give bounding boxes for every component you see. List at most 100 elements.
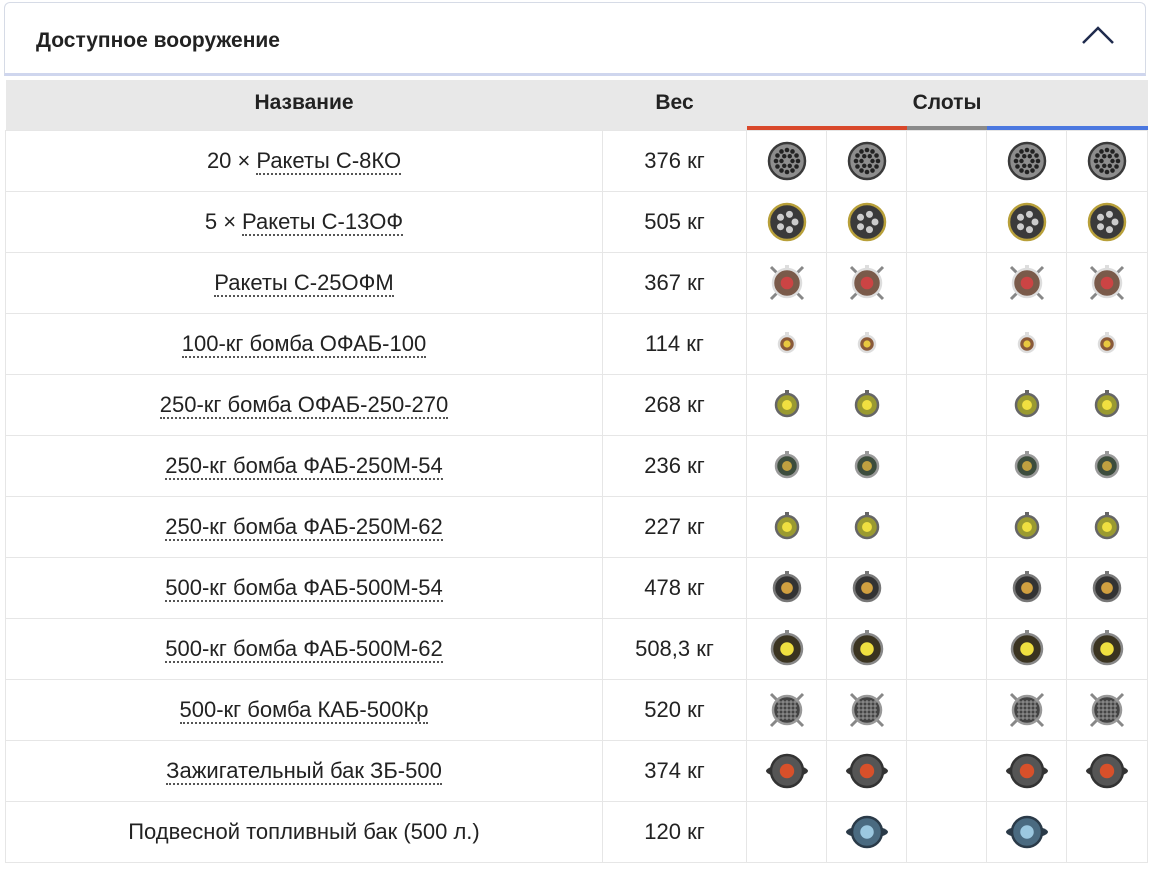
slot-cell <box>826 252 907 314</box>
slot-cell <box>986 374 1067 436</box>
weapon-icon <box>1007 202 1046 242</box>
slot-cell <box>906 130 987 192</box>
weapon-icon <box>1094 451 1120 479</box>
weapon-icon <box>1005 753 1048 789</box>
weapon-link[interactable]: Зажигательный бак ЗБ-500 <box>166 758 442 785</box>
weapon-icon <box>854 512 879 540</box>
table-row: 250-кг бомба ФАБ-250М-54 236 кг <box>5 435 1149 497</box>
weapon-icon <box>774 451 799 479</box>
slot-cell <box>746 557 827 619</box>
weapon-icon <box>777 332 796 354</box>
weapon-link[interactable]: Ракеты С-13ОФ <box>242 209 404 236</box>
table-row: 500-кг бомба КАБ-500Кр 520 кг <box>5 679 1149 741</box>
table-row: 5 × Ракеты С-13ОФ 505 кг <box>5 191 1149 253</box>
panel-title: Доступное вооружение <box>36 29 280 52</box>
armament-table: Название Вес Слоты 20 × Ракеты С-8КО 376 кг 5… <box>5 80 1149 863</box>
weight-cell: 478 кг <box>602 557 747 619</box>
weapon-link[interactable]: 500-кг бомба ФАБ-500М-54 <box>165 575 443 602</box>
name-cell: 5 × Ракеты С-13ОФ <box>5 191 603 253</box>
table-row: Подвесной топливный бак (500 л.) 120 кг <box>5 801 1149 863</box>
weapon-icon <box>1005 815 1048 849</box>
weapon-icon <box>1092 571 1122 603</box>
collapsible-panel[interactable]: Доступное вооружение <box>4 2 1146 76</box>
weapon-icon <box>1094 390 1120 418</box>
name-cell: 100-кг бомба ОФАБ-100 <box>5 313 603 375</box>
slot-cell <box>986 801 1067 863</box>
weapon-icon <box>845 753 888 789</box>
slot-cell <box>1065 557 1149 619</box>
weapon-icon <box>1086 753 1128 789</box>
weapon-link[interactable]: Ракеты С-8КО <box>256 148 402 175</box>
name-cell: 500-кг бомба ФАБ-500М-54 <box>5 557 603 619</box>
slot-cell <box>986 130 1067 192</box>
slot-cell <box>906 679 987 741</box>
slot-cell <box>906 435 987 497</box>
name-cell: Подвесной топливный бак (500 л.) <box>5 801 603 863</box>
name-cell: 20 × Ракеты С-8КО <box>5 130 603 192</box>
count-prefix: 5 × <box>204 209 237 234</box>
table-row: 20 × Ракеты С-8КО 376 кг <box>5 130 1149 192</box>
slot-cell <box>746 191 827 253</box>
slot-cell <box>746 374 827 436</box>
weapon-icon <box>1009 692 1044 728</box>
weapon-link[interactable]: 500-кг бомба ФАБ-500М-62 <box>165 636 443 663</box>
weapon-link[interactable]: 250-кг бомба ФАБ-250М-62 <box>165 514 443 541</box>
slot-cell <box>986 496 1067 558</box>
weapon-icon <box>774 390 799 418</box>
weapon-icon <box>1009 265 1044 301</box>
weight-cell: 227 кг <box>602 496 747 558</box>
slot-cell <box>746 801 827 863</box>
slot-cell <box>906 618 987 680</box>
weapon-icon <box>770 630 803 666</box>
table-row: 250-кг бомба ФАБ-250М-62 227 кг <box>5 496 1149 558</box>
weapon-icon <box>1010 630 1043 666</box>
table-row: 250-кг бомба ОФАБ-250-270 268 кг <box>5 374 1149 436</box>
weight-cell: 508,3 кг <box>602 618 747 680</box>
slot-cell <box>826 435 907 497</box>
slot-cell <box>826 191 907 253</box>
weapon-icon <box>857 332 876 354</box>
weight-cell: 236 кг <box>602 435 747 497</box>
weight-cell: 114 кг <box>602 313 747 375</box>
weapon-icon <box>765 753 808 789</box>
weapon-icon <box>845 815 888 849</box>
slot-cell <box>1065 801 1149 863</box>
slot-cell <box>1065 313 1149 375</box>
slot-cell <box>986 679 1067 741</box>
weapon-link[interactable]: 100-кг бомба ОФАБ-100 <box>181 331 427 358</box>
table-row: Зажигательный бак ЗБ-500 374 кг <box>5 740 1149 802</box>
weapon-icon <box>767 141 806 181</box>
weapon-icon <box>847 202 886 242</box>
weight-cell: 374 кг <box>602 740 747 802</box>
slot-cell <box>1065 496 1149 558</box>
name-cell: 250-кг бомба ОФАБ-250-270 <box>5 374 603 436</box>
weapon-icon <box>854 451 879 479</box>
weapon-link[interactable]: Ракеты С-25ОФМ <box>214 270 394 297</box>
slot-cell <box>826 740 907 802</box>
slot-cell <box>986 740 1067 802</box>
weapon-icon <box>1089 265 1125 301</box>
weapon-link[interactable]: 250-кг бомба ФАБ-250М-54 <box>165 453 443 480</box>
weapon-link[interactable]: 500-кг бомба КАБ-500Кр <box>179 697 429 724</box>
slot-cell <box>826 679 907 741</box>
slot-cell <box>1065 679 1149 741</box>
weight-cell: 367 кг <box>602 252 747 314</box>
slot-cell <box>746 252 827 314</box>
weapon-icon <box>1094 512 1120 540</box>
slot-cell <box>906 557 987 619</box>
slot-cell <box>826 130 907 192</box>
weapon-icon <box>769 692 804 728</box>
weapon-icon <box>854 390 879 418</box>
weapon-icon <box>1014 512 1039 540</box>
weapon-name: Подвесной топливный бак (500 л.) <box>128 819 480 844</box>
weapon-icon <box>772 571 801 603</box>
weapon-icon <box>1087 141 1127 181</box>
name-cell: 250-кг бомба ФАБ-250М-62 <box>5 496 603 558</box>
weapon-link[interactable]: 250-кг бомба ОФАБ-250-270 <box>159 392 449 419</box>
name-cell: 500-кг бомба ФАБ-500М-62 <box>5 618 603 680</box>
collapse-chevron[interactable] <box>1081 25 1115 45</box>
slot-cell <box>906 252 987 314</box>
weapon-icon <box>1014 451 1039 479</box>
slot-cell <box>1065 252 1149 314</box>
